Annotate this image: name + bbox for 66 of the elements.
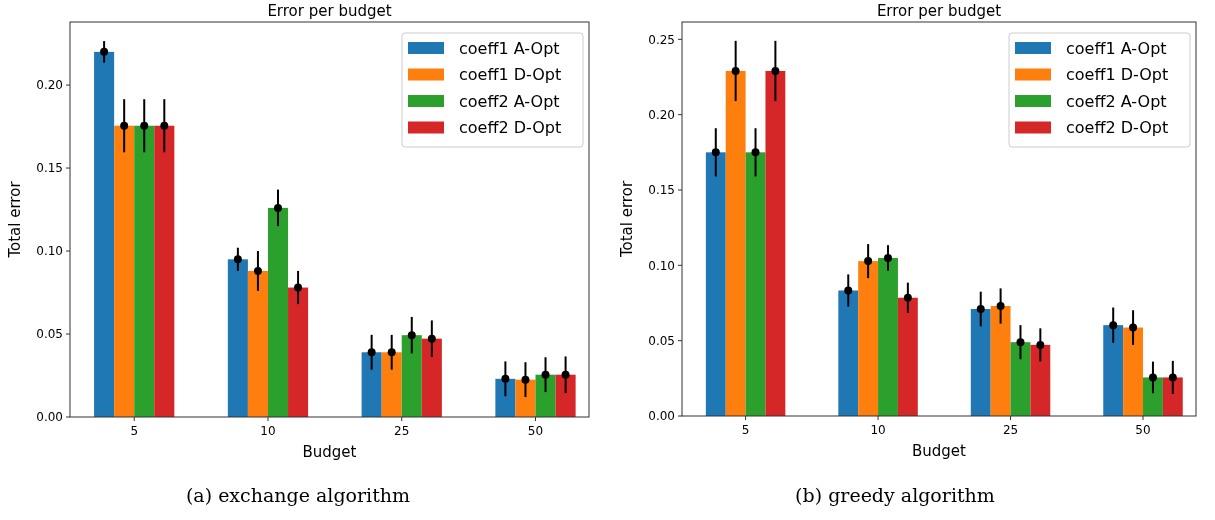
chart-title: Error per budget xyxy=(876,2,1002,20)
bar xyxy=(1143,377,1163,416)
y-tick-label: 0.05 xyxy=(648,333,675,348)
bar xyxy=(745,152,766,416)
bar xyxy=(878,257,898,416)
x-tick-label: 5 xyxy=(741,423,750,437)
y-tick-label: 0.25 xyxy=(648,32,675,47)
x-tick-label: 25 xyxy=(394,424,410,438)
y-tick-label: 0.20 xyxy=(36,78,63,93)
bar xyxy=(288,287,309,417)
bar xyxy=(227,259,248,417)
bar xyxy=(421,338,442,417)
bar xyxy=(154,125,175,417)
legend-label: coeff1 D-Opt xyxy=(459,65,562,85)
y-tick-label: 0.05 xyxy=(36,327,63,342)
text: (a) exchange algorithm xyxy=(185,484,411,506)
legend-label: coeff2 A-Opt xyxy=(1066,91,1167,111)
y-tick-label: 0.20 xyxy=(648,107,675,122)
y-axis-title: Total error xyxy=(6,180,24,259)
y-axis-title: Total error xyxy=(618,180,636,259)
bar xyxy=(858,261,879,416)
bar xyxy=(1010,342,1031,416)
bar xyxy=(990,306,1011,416)
bar xyxy=(970,309,991,416)
bar xyxy=(765,70,786,416)
text: (b) greedy algorithm xyxy=(795,484,995,506)
y-tick-label: 0.00 xyxy=(648,409,675,424)
bar xyxy=(247,270,268,417)
y-tick-label: 0.00 xyxy=(36,410,63,425)
y-tick-label: 0.10 xyxy=(648,258,675,273)
bar xyxy=(1103,325,1124,416)
x-tick-label: 50 xyxy=(1135,423,1151,437)
bar xyxy=(134,125,155,417)
bar xyxy=(94,51,115,417)
x-tick-label: 25 xyxy=(1002,423,1019,437)
bar xyxy=(1123,327,1144,416)
x-tick-label: 10 xyxy=(260,424,276,438)
legend-label: coeff1 A-Opt xyxy=(459,38,560,58)
bar xyxy=(381,352,402,417)
legend-label: coeff1 D-Opt xyxy=(1066,65,1169,85)
y-tick-label: 0.15 xyxy=(648,183,675,198)
bar xyxy=(401,335,422,417)
legend-label: coeff2 A-Opt xyxy=(459,91,560,111)
x-axis-title: Budget xyxy=(912,442,967,460)
chart-title: Error per budget xyxy=(267,2,392,20)
y-tick-label: 0.10 xyxy=(36,244,63,259)
x-tick-label: 5 xyxy=(130,424,139,438)
x-tick-label: 10 xyxy=(870,423,886,437)
bar xyxy=(361,352,382,417)
bar xyxy=(114,125,135,417)
bar xyxy=(838,290,859,416)
bar xyxy=(535,374,556,417)
x-tick-label: 50 xyxy=(527,424,544,438)
bar xyxy=(1030,344,1051,416)
bar xyxy=(897,297,918,416)
legend-label: coeff2 D-Opt xyxy=(1066,118,1169,138)
bar xyxy=(495,378,516,417)
bar xyxy=(555,374,576,417)
bar xyxy=(1162,377,1183,416)
y-tick-label: 0.15 xyxy=(36,161,63,176)
legend-label: coeff2 D-Opt xyxy=(459,118,562,138)
legend-label: coeff1 A-Opt xyxy=(1066,38,1167,58)
bar xyxy=(267,207,289,417)
x-axis-title: Budget xyxy=(302,443,357,461)
bar xyxy=(725,70,746,416)
bar xyxy=(705,152,726,416)
